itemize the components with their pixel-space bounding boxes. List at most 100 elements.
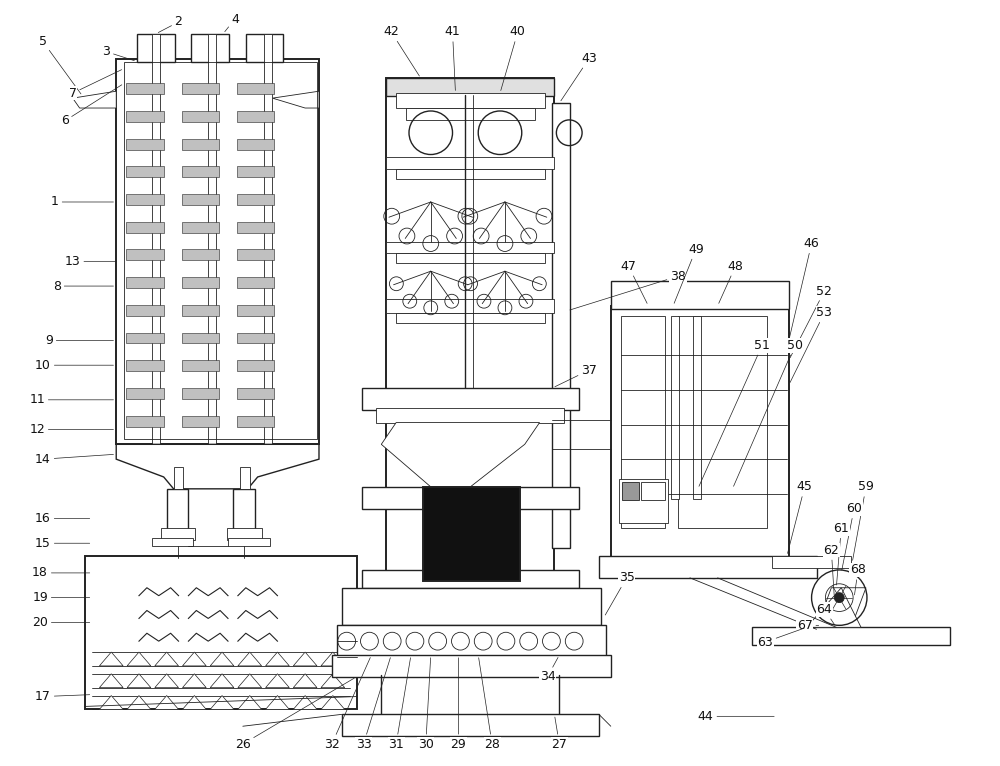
Polygon shape — [293, 652, 317, 666]
Circle shape — [834, 593, 844, 603]
Bar — [228, 538, 270, 546]
Bar — [126, 277, 164, 288]
Bar — [772, 556, 851, 568]
Bar — [552, 103, 570, 548]
Bar — [182, 111, 219, 122]
Bar — [671, 316, 679, 499]
Bar — [126, 305, 164, 316]
Text: 2: 2 — [158, 15, 182, 33]
Bar — [396, 169, 545, 179]
Polygon shape — [155, 652, 179, 666]
Bar — [182, 332, 219, 343]
Bar — [332, 655, 611, 677]
Polygon shape — [321, 652, 345, 666]
Bar — [406, 108, 535, 120]
Bar — [386, 299, 554, 313]
Text: 9: 9 — [45, 334, 113, 347]
Bar — [152, 538, 193, 546]
Bar — [237, 277, 274, 288]
Polygon shape — [99, 696, 123, 709]
Polygon shape — [99, 674, 123, 688]
Bar — [599, 556, 817, 578]
Text: 15: 15 — [35, 537, 90, 550]
Text: 17: 17 — [35, 690, 90, 703]
Bar — [116, 58, 319, 444]
Text: 13: 13 — [65, 255, 116, 268]
Text: 34: 34 — [540, 657, 558, 683]
Text: 6: 6 — [61, 85, 122, 127]
Bar — [376, 408, 564, 423]
Bar — [237, 194, 274, 205]
Text: 42: 42 — [383, 25, 419, 76]
Text: 45: 45 — [788, 480, 813, 553]
Bar — [174, 467, 183, 489]
Text: 43: 43 — [561, 52, 597, 101]
Text: 20: 20 — [32, 616, 90, 629]
Polygon shape — [73, 91, 116, 108]
Text: 18: 18 — [32, 566, 90, 579]
Bar — [237, 250, 274, 260]
Polygon shape — [155, 696, 179, 709]
Bar — [126, 332, 164, 343]
Text: 5: 5 — [39, 35, 81, 94]
Text: 10: 10 — [35, 358, 113, 372]
Polygon shape — [127, 696, 151, 709]
Text: 67: 67 — [797, 619, 819, 632]
Bar — [161, 529, 195, 540]
Polygon shape — [210, 674, 234, 688]
Bar — [237, 111, 274, 122]
Bar — [342, 588, 601, 625]
Text: 49: 49 — [674, 243, 704, 303]
Text: 59: 59 — [853, 480, 874, 560]
Bar — [693, 316, 701, 499]
Text: 52: 52 — [790, 284, 832, 358]
Bar — [227, 529, 262, 540]
Bar — [641, 482, 665, 499]
Text: 4: 4 — [225, 12, 239, 31]
Bar — [182, 250, 219, 260]
Bar — [396, 254, 545, 264]
Bar — [167, 489, 188, 530]
Text: 29: 29 — [451, 658, 466, 751]
Bar — [362, 570, 579, 588]
Bar — [126, 250, 164, 260]
Bar — [182, 388, 219, 399]
Bar — [237, 332, 274, 343]
Polygon shape — [266, 674, 289, 688]
Bar — [237, 139, 274, 149]
Text: 50: 50 — [734, 339, 803, 486]
Bar — [237, 166, 274, 177]
Bar — [126, 360, 164, 372]
Bar — [126, 83, 164, 94]
Bar — [678, 316, 767, 529]
Text: 31: 31 — [388, 658, 411, 751]
Text: 35: 35 — [605, 571, 635, 615]
Text: 48: 48 — [719, 260, 743, 303]
Text: 60: 60 — [842, 502, 862, 570]
Bar — [182, 305, 219, 316]
Text: 14: 14 — [35, 453, 113, 466]
Text: 46: 46 — [789, 237, 819, 338]
Bar — [264, 34, 272, 444]
Text: 32: 32 — [324, 657, 370, 751]
Polygon shape — [182, 696, 206, 709]
Bar — [182, 166, 219, 177]
Text: 27: 27 — [551, 717, 567, 751]
Bar — [182, 194, 219, 205]
Polygon shape — [127, 652, 151, 666]
Text: 12: 12 — [29, 423, 113, 436]
Bar — [152, 34, 160, 444]
Polygon shape — [807, 588, 861, 627]
Polygon shape — [817, 588, 866, 627]
Text: 37: 37 — [555, 364, 597, 387]
Bar — [622, 482, 639, 499]
Polygon shape — [381, 423, 540, 487]
Bar — [124, 61, 317, 440]
Bar — [237, 83, 274, 94]
Bar — [182, 139, 219, 149]
Text: 68: 68 — [850, 564, 866, 595]
Text: 1: 1 — [51, 195, 113, 208]
Bar — [386, 158, 554, 169]
Bar — [182, 360, 219, 372]
Bar — [621, 316, 665, 529]
